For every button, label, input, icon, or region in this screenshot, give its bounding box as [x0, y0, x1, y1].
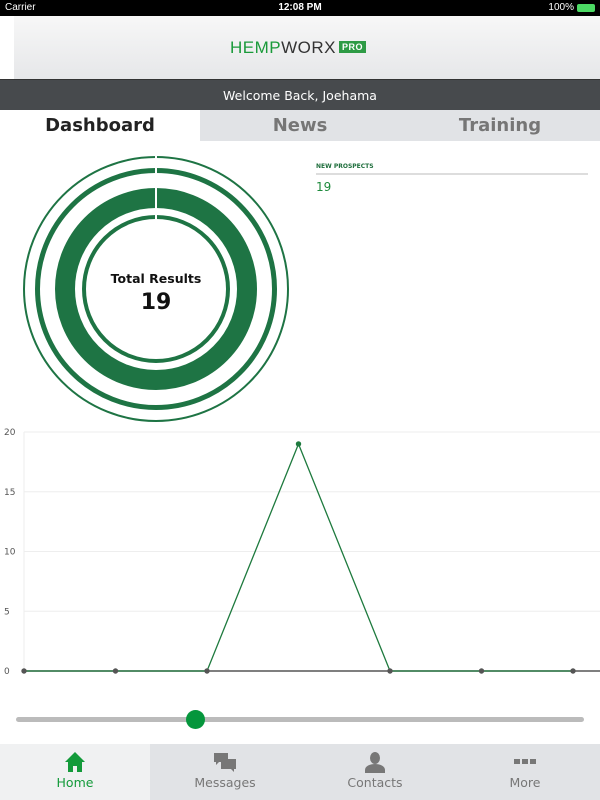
series-line: [24, 442, 573, 672]
data-point: [570, 668, 576, 674]
nav-label: More: [509, 775, 541, 790]
nav-label: Home: [56, 775, 94, 790]
donut-ring-inner: [82, 215, 230, 363]
donut-ring-main: [55, 188, 257, 390]
tab-bar: Dashboard News Training: [0, 110, 600, 141]
y-tick-label: 20: [4, 428, 16, 438]
total-results-donut: Total Results 19: [23, 155, 289, 422]
data-point: [387, 668, 393, 674]
y-tick-label: 0: [4, 667, 10, 677]
tab-news[interactable]: News: [200, 110, 400, 141]
battery-icon: [577, 4, 595, 12]
nav-messages[interactable]: Messages: [150, 744, 300, 800]
logo: HEMPWORX PRO: [230, 38, 367, 58]
new-prospects-value: 19: [316, 180, 332, 194]
tab-dashboard[interactable]: Dashboard: [0, 110, 200, 141]
data-point: [204, 668, 210, 674]
contact-icon: [365, 752, 385, 773]
clock: 12:08 PM: [278, 2, 322, 13]
data-point: [478, 668, 485, 674]
app-header: HEMPWORX PRO: [14, 16, 600, 79]
status-bar: Carrier 12:08 PM 100%: [0, 0, 600, 16]
data-point: [295, 441, 302, 447]
battery-percent: 100%: [548, 2, 574, 13]
donut-gap: [155, 155, 157, 219]
messages-icon: [214, 753, 236, 772]
more-icon: [514, 759, 536, 764]
y-tick-label: 15: [4, 488, 15, 498]
nav-home[interactable]: Home: [0, 744, 150, 800]
data-point: [112, 668, 119, 674]
prospects-line-chart: 0 5 10 15 20: [4, 428, 600, 677]
date-range-slider[interactable]: [16, 710, 584, 729]
nav-more[interactable]: More: [450, 744, 600, 800]
new-prospects-card: NEW PROSPECTS 19: [316, 163, 588, 194]
welcome-banner: Welcome Back, Joehama: [0, 79, 600, 110]
data-point: [21, 668, 27, 674]
y-tick-label: 10: [4, 548, 16, 558]
bottom-nav: Home Messages Contacts More: [0, 744, 600, 800]
nav-label: Contacts: [347, 775, 403, 790]
new-prospects-label: NEW PROSPECTS: [316, 163, 588, 175]
tab-training[interactable]: Training: [400, 110, 600, 141]
y-tick-label: 5: [4, 607, 10, 617]
home-icon: [65, 752, 85, 772]
nav-label: Messages: [194, 775, 256, 790]
donut-value: 19: [141, 290, 172, 315]
nav-contacts[interactable]: Contacts: [300, 744, 450, 800]
slider-thumb[interactable]: [185, 710, 205, 729]
donut-title: Total Results: [111, 271, 202, 286]
carrier: Carrier: [5, 2, 36, 13]
